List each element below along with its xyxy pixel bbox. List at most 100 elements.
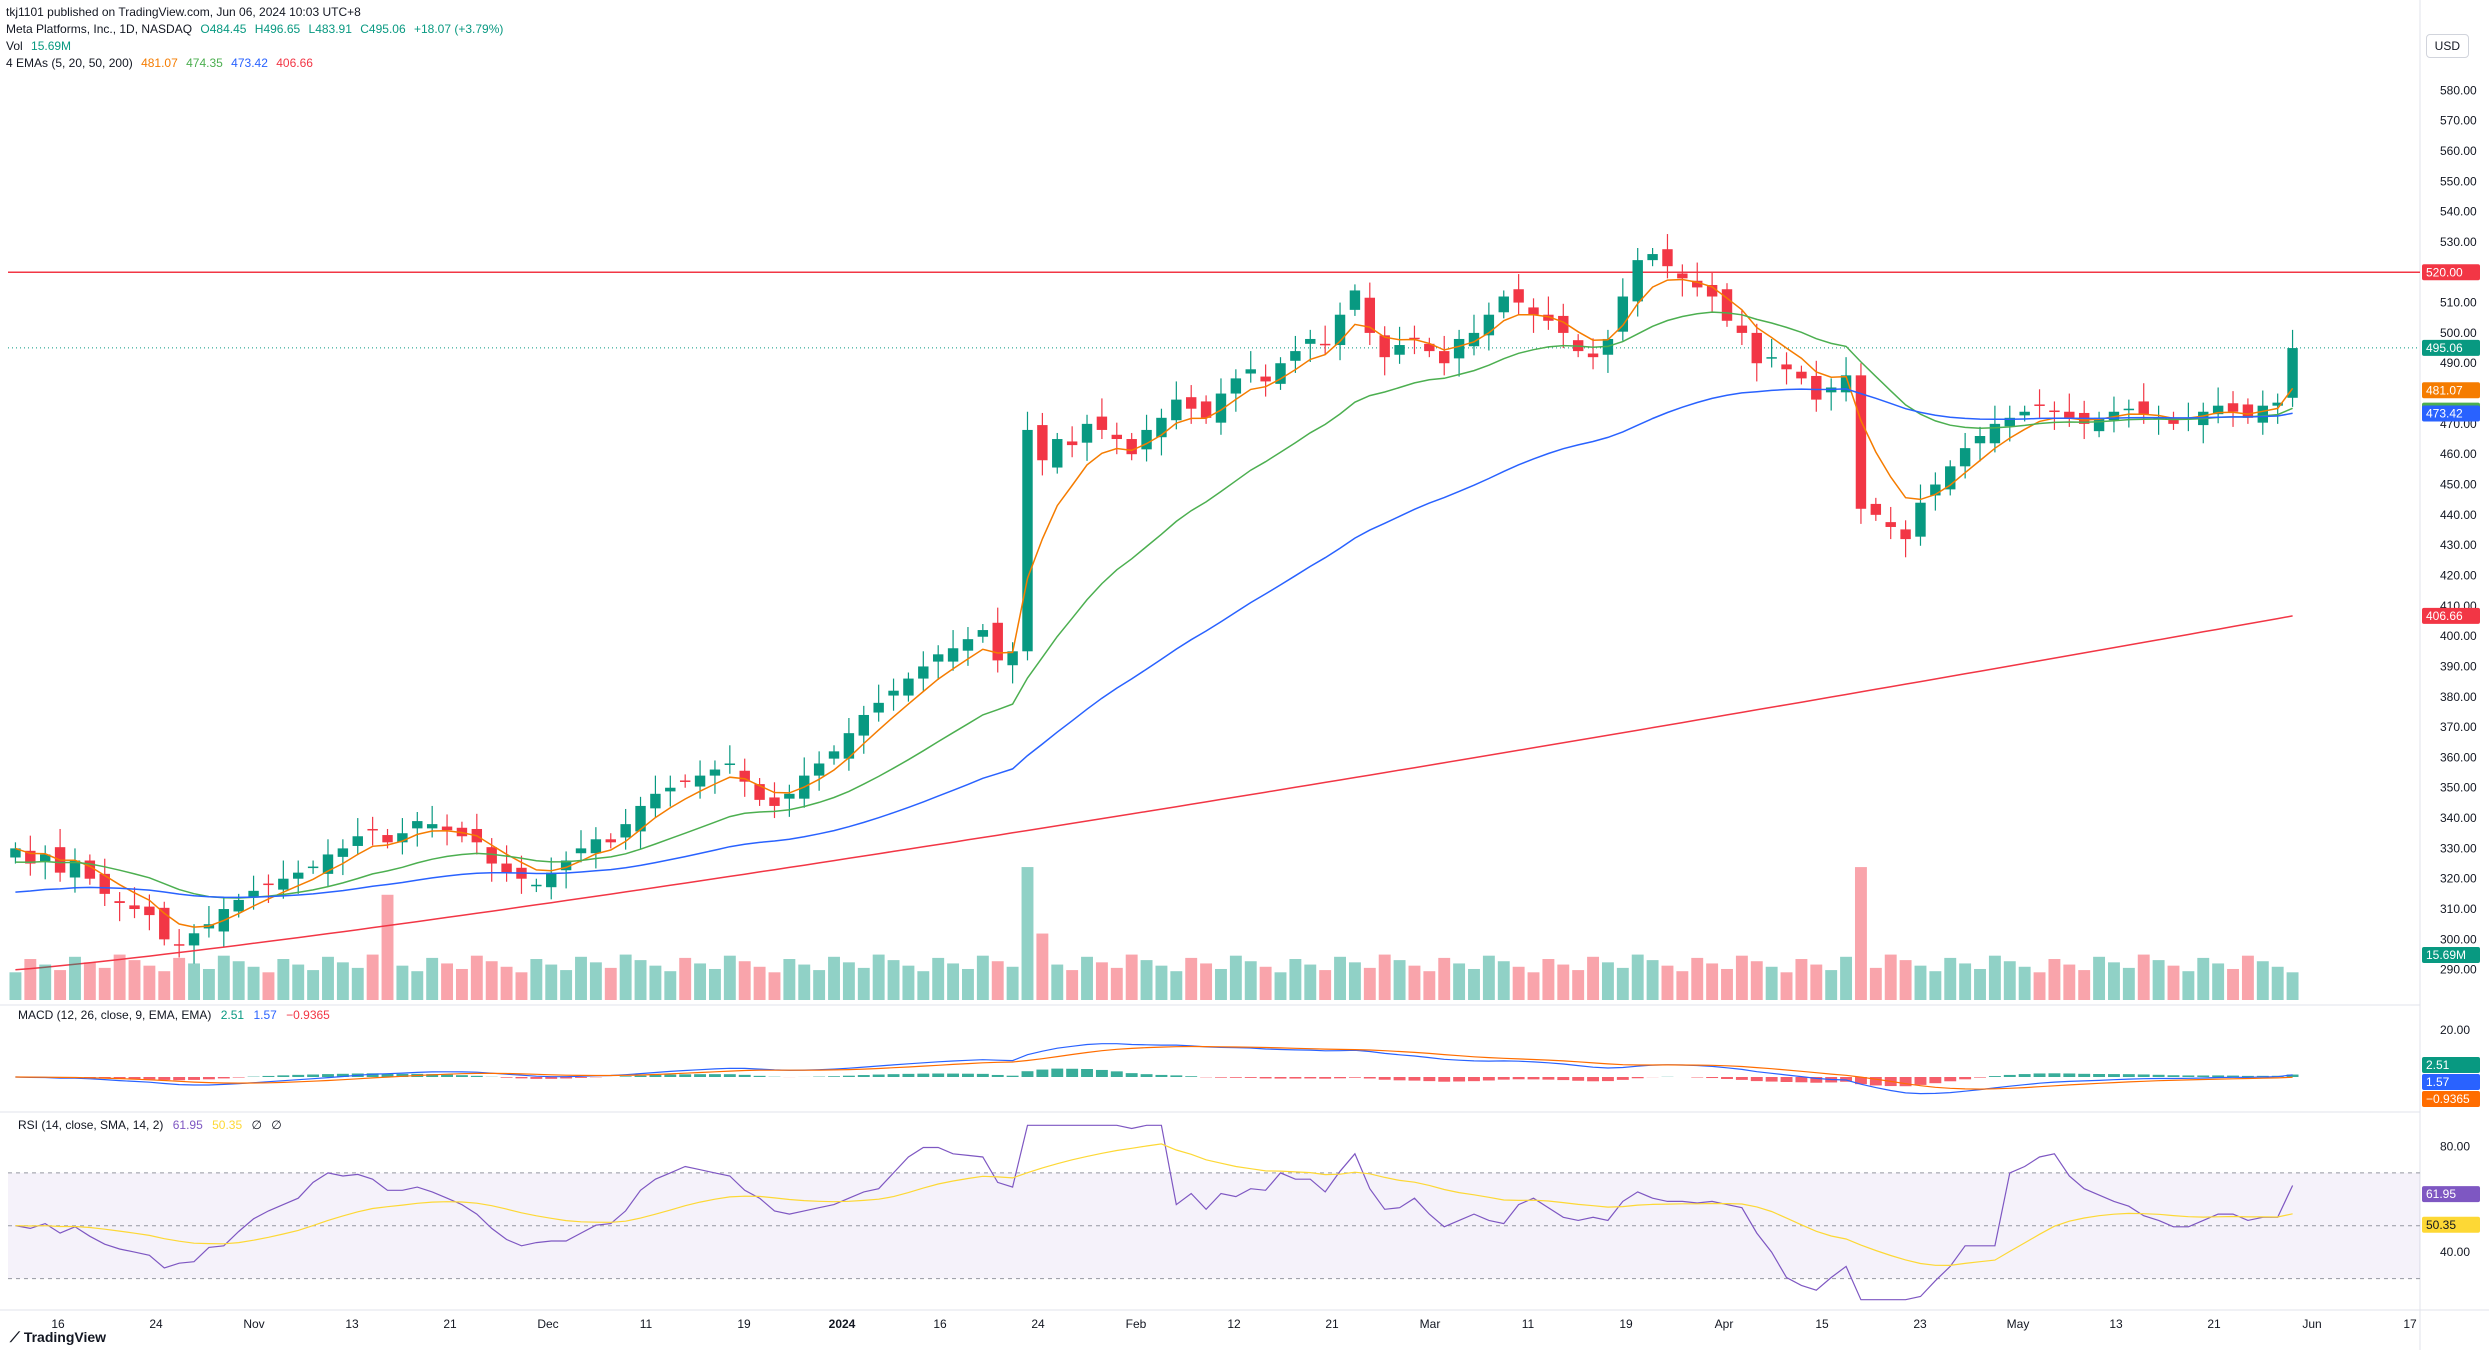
publish-line: tkj1101 published on TradingView.com, Ju… (6, 5, 361, 19)
price-label-text: 473.42 (2426, 407, 2463, 421)
macd-hist-bar (560, 1077, 573, 1079)
time-tick-label: 2024 (829, 1317, 856, 1331)
candle-body (1007, 651, 1018, 666)
macd-hist-bar (188, 1077, 200, 1080)
price-label-tag (2422, 339, 2480, 356)
price-tick-label: 330.00 (2440, 841, 2477, 855)
volume-bar (366, 954, 379, 1000)
rsi-value-tag (2422, 1186, 2480, 1203)
macd-hist-bar (2152, 1074, 2165, 1077)
candle-body (1215, 393, 1227, 423)
candle-body (263, 883, 274, 886)
price-tick-label: 390.00 (2440, 659, 2477, 673)
macd-hist-bar (1453, 1077, 1466, 1082)
price-label-tag (2422, 947, 2480, 963)
macd-hist-bar (515, 1077, 528, 1079)
volume-bar (2227, 968, 2239, 1000)
macd-hist-bar (545, 1077, 558, 1079)
volume-bar (1988, 955, 2001, 1000)
macd-hist-bar (2122, 1074, 2135, 1077)
price-tick-label: 530.00 (2440, 235, 2477, 249)
candle-body (2049, 410, 2060, 413)
volume-bar (1006, 966, 1019, 1000)
candle-body (99, 873, 110, 894)
macd-hist-bar (1616, 1077, 1629, 1080)
candle-body (769, 797, 780, 806)
macd-value-text: 2.51 (2426, 1058, 2450, 1072)
volume-bar (1110, 967, 1123, 1000)
price-tick-label: 440.00 (2440, 508, 2477, 522)
volume-bar (679, 957, 692, 1000)
volume-bar (381, 894, 394, 1000)
candle-body (2019, 411, 2030, 416)
price-tick-label: 510.00 (2440, 296, 2477, 310)
price-label-tag (2422, 405, 2480, 422)
candle-body (1483, 314, 1495, 336)
volume-bar (1616, 967, 1629, 1000)
volume-bar (1721, 968, 1733, 1000)
candle-body (1721, 289, 1733, 321)
candle-body (188, 933, 200, 946)
candle-body (1275, 363, 1286, 384)
macd-hist-bar (1229, 1077, 1242, 1078)
candle-body (1453, 338, 1465, 359)
candle-body (1305, 338, 1316, 344)
time-tick-label: 21 (443, 1317, 457, 1331)
currency-button[interactable]: USD (2425, 34, 2469, 58)
volume-bar (991, 961, 1004, 1000)
rsi-extra-1: ∅ (251, 1118, 262, 1132)
macd-hist-bar (619, 1076, 632, 1077)
macd-hist-bar (1438, 1077, 1451, 1082)
price-label-text: 15.69M (2426, 948, 2466, 962)
volume-bar (1497, 961, 1510, 1000)
candle-body (1052, 439, 1063, 468)
macd-hist-bar (1497, 1077, 1510, 1080)
time-tick-label: May (2007, 1317, 2030, 1331)
volume-bar (1125, 954, 1138, 1000)
macd-hist-bar (1974, 1077, 1986, 1078)
candle-body (1424, 343, 1435, 352)
candle-body (2108, 411, 2120, 421)
volume-bar (2256, 961, 2269, 1000)
time-tick-label: 16 (933, 1317, 947, 1331)
macd-hist-bar (292, 1074, 305, 1077)
volume-bar (1200, 963, 1213, 1000)
macd-hist-bar (2003, 1074, 2016, 1077)
price-label-tag (2422, 264, 2480, 281)
symbol-title[interactable]: Meta Platforms, Inc., 1D, NASDAQ (6, 22, 193, 36)
rsi-value-text: 61.95 (2426, 1187, 2456, 1201)
macd-hist-bar (1289, 1077, 1302, 1079)
candle-body (1141, 429, 1152, 450)
candle-body (10, 848, 21, 858)
macd-hist-bar (1304, 1077, 1317, 1079)
rsi-value: 61.95 (172, 1118, 203, 1132)
candle-body (173, 944, 185, 946)
macd-hist-bar (2286, 1074, 2299, 1077)
macd-hist-bar (2227, 1075, 2239, 1077)
volume-bar (2182, 971, 2195, 1000)
volume-bar (470, 955, 483, 1000)
macd-hist-bar (1721, 1077, 1733, 1080)
volume-bar (694, 963, 707, 1000)
macd-hist-bar (2182, 1075, 2195, 1077)
volume-bar (2108, 962, 2120, 1000)
price-label-text: 481.07 (2426, 383, 2463, 397)
price-tick-label: 500.00 (2440, 326, 2477, 340)
time-tick-label: Apr (1715, 1317, 1734, 1331)
price-tick-label: 450.00 (2440, 478, 2477, 492)
macd-hist-bar (470, 1075, 483, 1077)
candle-body (1706, 284, 1718, 297)
volume-bar (217, 955, 230, 1000)
time-tick-label: 12 (1227, 1317, 1241, 1331)
tradingview-logo[interactable]: ⟋ TradingView (10, 1329, 107, 1345)
volume-bar (1750, 961, 1763, 1000)
price-tick-label: 370.00 (2440, 720, 2477, 734)
volume-bar (1557, 964, 1570, 1000)
price-tick-label: 430.00 (2440, 538, 2477, 552)
macd-hist-bar (277, 1075, 290, 1077)
macd-hist-bar (396, 1073, 409, 1077)
macd-hist-bar (1527, 1077, 1540, 1080)
time-tick-label: 24 (149, 1317, 163, 1331)
macd-hist-bar (1482, 1077, 1495, 1081)
